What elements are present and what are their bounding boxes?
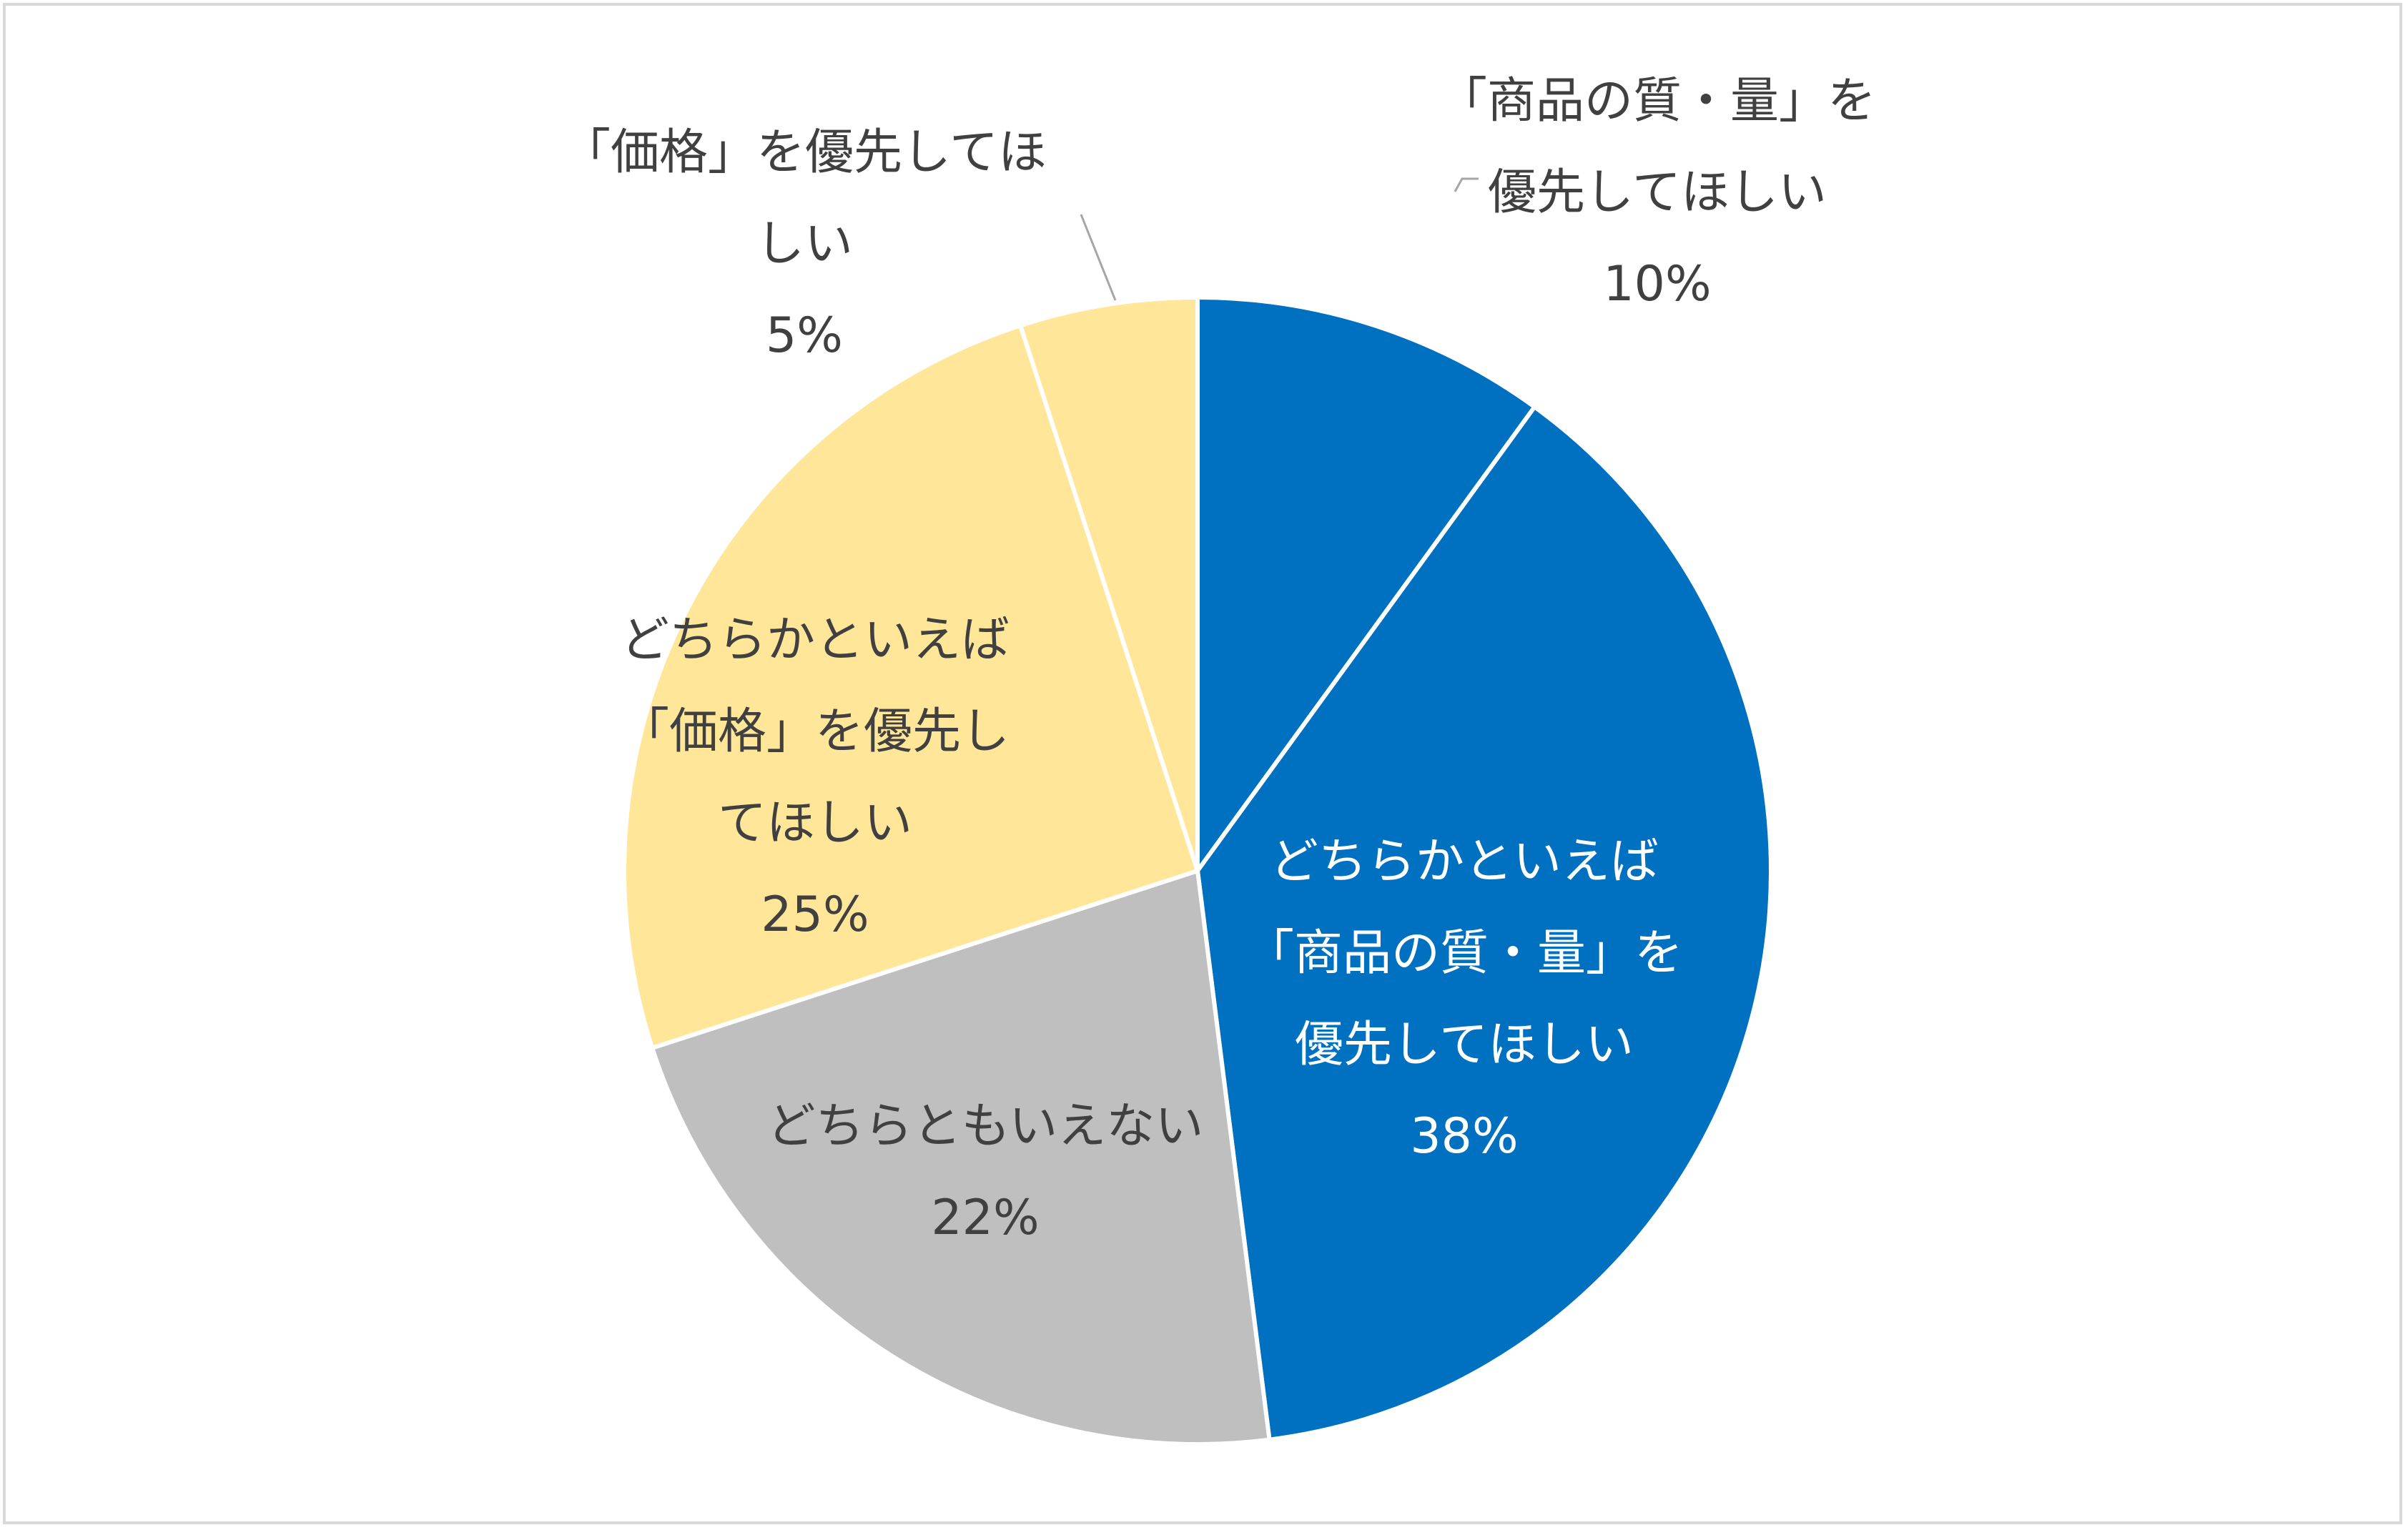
data-label-value: 22%	[931, 1190, 1039, 1246]
data-label-value: 25%	[761, 887, 869, 943]
leader-line	[1454, 177, 1479, 192]
data-label-text: しい	[756, 216, 853, 272]
leader-line	[1080, 214, 1117, 301]
data-label-text: 「価格」を優先してほ	[562, 124, 1047, 181]
pie-slices	[622, 295, 1773, 1446]
data-label-text: 優先してほしい	[1295, 1017, 1634, 1073]
data-label-text: 優先してほしい	[1488, 164, 1827, 221]
data-label-text: 「商品の質・量」を	[1439, 73, 1876, 129]
leader-lines	[1080, 177, 1479, 301]
data-label-text: 「価格」を優先し	[621, 704, 1010, 760]
data-labels: 「商品の質・量」を優先してほしい10%どちらかといえば「商品の質・量」を優先して…	[562, 73, 1876, 1246]
data-label-text: どちらかといえば	[621, 612, 1010, 668]
pie-slice	[650, 869, 1272, 1446]
pie-slice	[622, 323, 1200, 1050]
pie-slice	[1195, 405, 1773, 1442]
data-label-text: どちらともいえない	[767, 1098, 1204, 1155]
data-label-value: 38%	[1410, 1108, 1518, 1165]
pie-slice	[1195, 295, 1537, 873]
data-label-text: 「商品の質・量」を	[1245, 925, 1683, 982]
data-label-value: 5%	[766, 307, 843, 364]
pie-slice	[1018, 295, 1200, 873]
data-label-text: どちらかといえば	[1270, 834, 1659, 890]
data-label-text: てほしい	[718, 795, 912, 852]
data-label-value: 10%	[1603, 256, 1711, 312]
